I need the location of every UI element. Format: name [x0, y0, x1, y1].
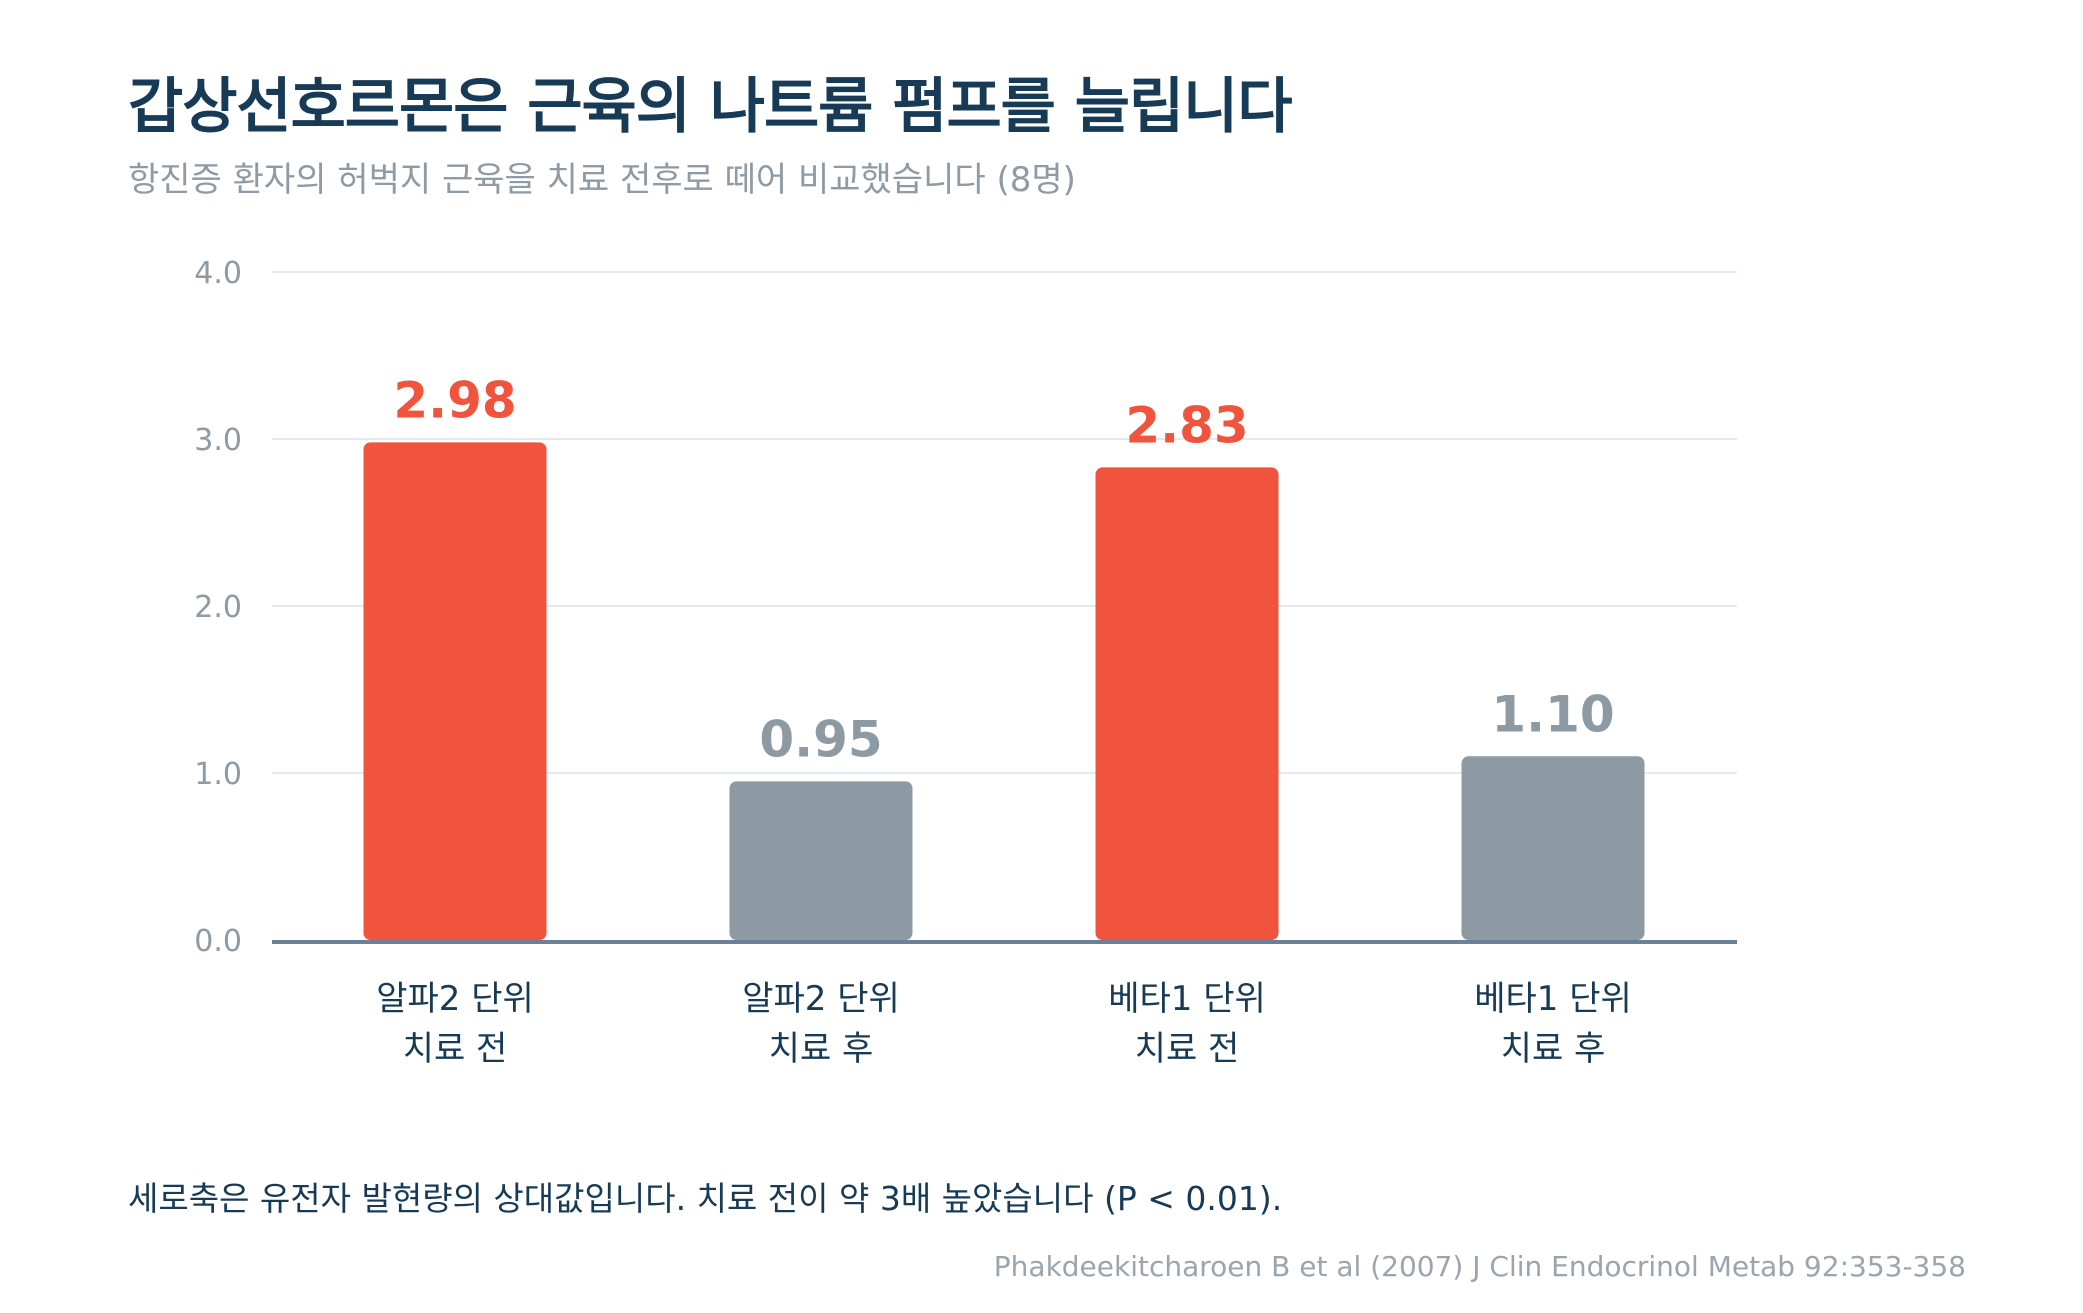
y-tick-label: 1.0	[194, 757, 242, 792]
category-label: 치료 후	[1501, 1029, 1606, 1069]
chart-subtitle: 항진증 환자의 허벅지 근육을 치료 전후로 떼어 비교했습니다 (8명)	[128, 160, 1076, 200]
y-tick-label: 2.0	[194, 590, 242, 625]
bar-value-label: 2.98	[393, 371, 516, 429]
y-tick-label: 3.0	[194, 423, 242, 458]
bar	[729, 781, 913, 940]
bar-value-label: 2.83	[1125, 396, 1248, 454]
y-tick-label: 0.0	[194, 924, 242, 959]
y-tick-label: 4.0	[194, 256, 242, 291]
chart-note: 세로축은 유전자 발현량의 상대값입니다. 치료 전이 약 3배 높았습니다 (…	[128, 1179, 1283, 1218]
category-label: 알파2 단위	[376, 979, 534, 1019]
bar	[1461, 756, 1645, 940]
bar-value-label: 1.10	[1491, 685, 1614, 743]
bar	[363, 442, 547, 940]
bar-value-label: 0.95	[759, 710, 882, 768]
category-label: 치료 후	[769, 1029, 874, 1069]
category-label: 베타1 단위	[1474, 979, 1632, 1019]
category-label: 치료 전	[403, 1029, 508, 1069]
chart-title: 갑상선호르몬은 근육의 나트륨 펌프를 늘립니다	[128, 72, 1293, 142]
bar	[1095, 467, 1279, 940]
category-label: 치료 전	[1135, 1029, 1240, 1069]
category-label: 알파2 단위	[742, 979, 900, 1019]
category-label: 베타1 단위	[1108, 979, 1266, 1019]
chart-source: Phakdeekitcharoen B et al (2007) J Clin …	[993, 1250, 1966, 1283]
